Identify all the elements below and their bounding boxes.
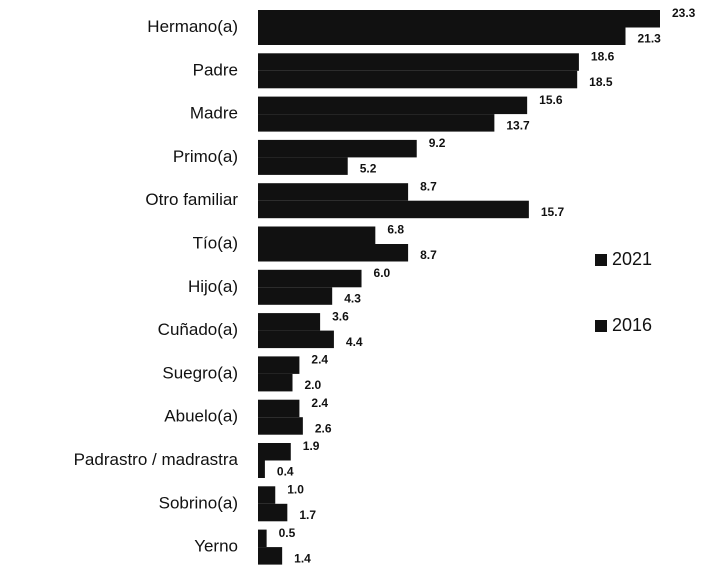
value-label: 1.0: [287, 482, 304, 496]
value-label: 6.0: [374, 266, 391, 280]
bar: [258, 313, 321, 331]
category-label: Yerno: [194, 537, 238, 556]
value-label: 6.8: [387, 223, 404, 237]
category-label: Sobrino(a): [159, 493, 238, 512]
value-label: 5.2: [360, 162, 377, 176]
category-label: Padre: [193, 60, 238, 79]
value-label: 18.6: [591, 49, 615, 63]
bar: [258, 114, 495, 132]
bar: [258, 53, 579, 71]
value-label: 2.4: [311, 353, 328, 367]
bar: [258, 27, 626, 45]
legend-swatch: [595, 320, 607, 332]
bar: [258, 399, 300, 418]
value-label: 15.7: [541, 205, 565, 219]
value-label: 8.7: [420, 248, 437, 262]
bar: [258, 96, 528, 115]
value-label: 23.3: [672, 6, 696, 20]
category-label: Tío(a): [193, 233, 238, 252]
legend-label: 2021: [612, 249, 652, 269]
bar: [258, 547, 283, 565]
bar: [258, 157, 348, 175]
value-label: 8.7: [420, 179, 437, 193]
bar: [258, 200, 529, 219]
value-label: 1.7: [299, 508, 316, 522]
bar: [258, 269, 362, 288]
bar: [258, 417, 303, 435]
category-label: Padrastro / madrastra: [74, 450, 239, 469]
value-label: 1.4: [294, 551, 311, 565]
bar: [258, 529, 267, 548]
category-label: Hijo(a): [188, 277, 238, 296]
category-label: Hermano(a): [147, 17, 238, 36]
value-label: 9.2: [429, 136, 446, 150]
bar: [258, 287, 333, 305]
bar: [258, 460, 265, 478]
bar: [258, 10, 660, 28]
value-label: 2.0: [305, 378, 322, 392]
category-label: Primo(a): [173, 147, 238, 166]
value-label: 13.7: [506, 118, 530, 132]
bar: [258, 330, 334, 349]
category-label: Otro familiar: [145, 190, 238, 209]
bar: [258, 486, 276, 504]
value-label: 18.5: [589, 75, 613, 89]
bar: [258, 139, 417, 158]
value-label: 3.6: [332, 309, 349, 323]
value-label: 4.4: [346, 335, 363, 349]
bar: [258, 503, 288, 522]
bar: [258, 183, 409, 201]
legend-label: 2016: [612, 315, 652, 335]
category-label: Cuñado(a): [158, 320, 238, 339]
value-label: 2.4: [311, 396, 328, 410]
bar: [258, 70, 578, 89]
bar: [258, 244, 409, 262]
category-label: Madre: [190, 104, 238, 123]
value-label: 1.9: [303, 439, 320, 453]
legend-swatch: [595, 254, 607, 266]
value-label: 4.3: [344, 291, 361, 305]
bar: [258, 356, 300, 374]
bar: [258, 443, 291, 461]
value-label: 2.6: [315, 421, 332, 435]
value-label: 15.6: [539, 93, 563, 107]
bar: [258, 373, 293, 392]
bar: [258, 226, 376, 244]
value-label: 0.5: [279, 526, 296, 540]
value-label: 21.3: [637, 32, 661, 46]
category-label: Abuelo(a): [164, 407, 238, 426]
value-label: 0.4: [277, 465, 294, 479]
category-label: Suegro(a): [162, 363, 238, 382]
